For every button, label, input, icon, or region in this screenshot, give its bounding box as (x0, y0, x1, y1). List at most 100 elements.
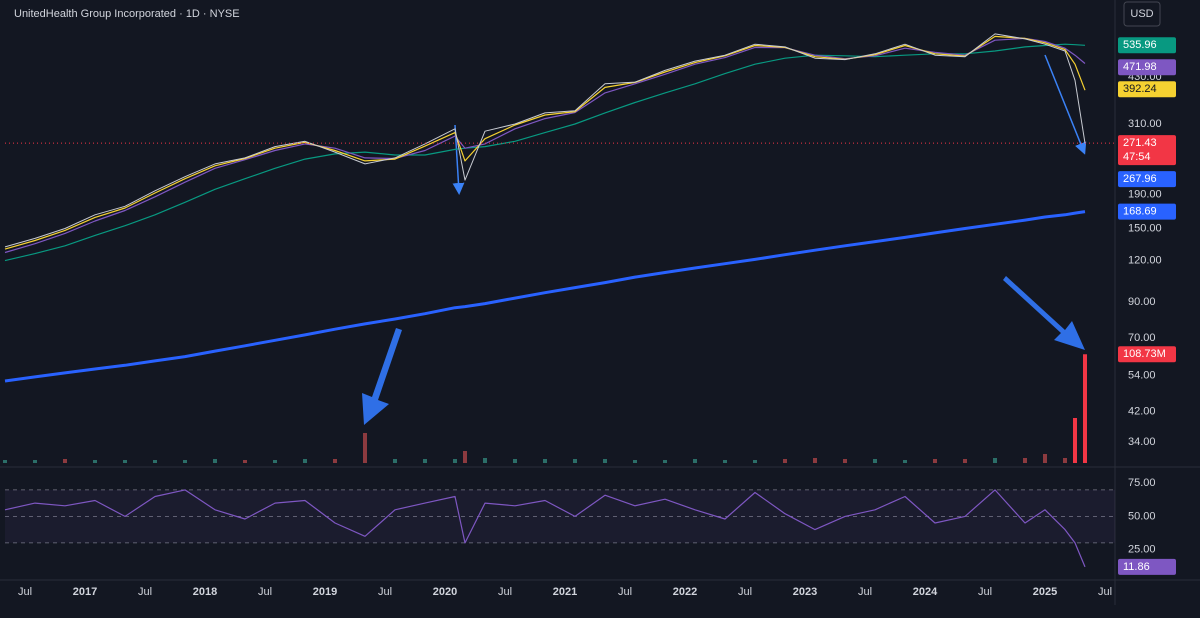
value-box-label: 271.43 (1123, 137, 1157, 149)
x-tick-label: Jul (18, 586, 32, 598)
volume-bar (813, 458, 817, 463)
value-box (1118, 203, 1176, 220)
volume-bar (213, 459, 217, 463)
volume-bar (723, 460, 727, 463)
volume-bar (693, 459, 697, 463)
volume-bar (573, 459, 577, 463)
big-arrow (1003, 276, 1085, 350)
big-arrow (362, 328, 402, 425)
value-box (1118, 346, 1176, 363)
value-box (1118, 135, 1176, 166)
series-line (4, 33, 1086, 248)
y-tick-label: 42.00 (1128, 406, 1156, 418)
x-tick-label: 2023 (793, 586, 817, 598)
volume-bar (933, 459, 937, 463)
value-box (1118, 558, 1176, 575)
x-tick-label: Jul (258, 586, 272, 598)
series-line (4, 37, 1086, 254)
volume-bar (843, 459, 847, 463)
value-box-label: 392.24 (1123, 83, 1157, 95)
y-tick-label: 120.00 (1128, 255, 1162, 267)
x-tick-label: 2021 (553, 586, 577, 598)
volume-bar (153, 460, 157, 463)
volume-bar (1043, 454, 1047, 463)
volume-bar (1063, 458, 1067, 463)
volume-bar (1023, 458, 1027, 463)
x-tick-label: 2020 (433, 586, 457, 598)
volume-bar (273, 460, 277, 463)
y-tick-label: 25.00 (1128, 543, 1156, 555)
x-tick-label: Jul (138, 586, 152, 598)
value-box-label: 267.96 (1123, 173, 1157, 185)
arrow (1044, 54, 1087, 155)
value-box-label: 168.69 (1123, 206, 1157, 218)
series-line (4, 210, 1086, 383)
volume-bar (453, 459, 457, 463)
volume-bar (423, 459, 427, 463)
value-box (1118, 37, 1176, 54)
volume-bar (483, 458, 487, 463)
x-tick-label: Jul (378, 586, 392, 598)
volume-bar (183, 460, 187, 463)
y-tick-label: 54.00 (1128, 369, 1156, 381)
volume-bar (603, 459, 607, 463)
volume-bar (873, 459, 877, 463)
rsi-band (5, 489, 1115, 543)
x-tick-label: Jul (858, 586, 872, 598)
volume-bar (303, 459, 307, 463)
x-tick-label: 2018 (193, 586, 217, 598)
y-tick-label: 75.00 (1128, 477, 1156, 489)
y-tick-label: 70.00 (1128, 332, 1156, 344)
volume-bar (123, 460, 127, 463)
volume-bar (903, 460, 907, 463)
y-tick-label: 50.00 (1128, 510, 1156, 522)
volume-bar (783, 459, 787, 463)
value-box-label: 471.98 (1123, 61, 1157, 73)
y-tick-label: 150.00 (1128, 222, 1162, 234)
volume-bar (753, 460, 757, 463)
volume-bar (393, 459, 397, 463)
x-tick-label: Jul (498, 586, 512, 598)
x-tick-label: 2024 (913, 586, 938, 598)
volume-bar (993, 458, 997, 463)
currency-label[interactable]: USD (1130, 8, 1153, 20)
volume-bar (63, 459, 67, 463)
volume-bar (333, 459, 337, 463)
value-box (1118, 81, 1176, 98)
x-tick-label: 2025 (1033, 586, 1057, 598)
series-line (4, 489, 1086, 568)
volume-bar (1073, 418, 1077, 463)
value-box (1118, 171, 1176, 188)
countdown-label: 47:54 (1123, 151, 1151, 163)
x-tick-label: Jul (1098, 586, 1112, 598)
x-tick-label: Jul (978, 586, 992, 598)
currency-button[interactable] (1123, 1, 1161, 27)
volume-bar (93, 460, 97, 463)
chart-title: UnitedHealth Group Incorporated · 1D · N… (14, 8, 240, 20)
volume-bar (1083, 354, 1087, 463)
value-box-label: 11.86 (1123, 561, 1150, 573)
volume-bar (363, 433, 367, 463)
y-tick-label: 34.00 (1128, 436, 1156, 448)
y-tick-label: 190.00 (1128, 188, 1162, 200)
x-tick-label: Jul (618, 586, 632, 598)
x-tick-label: Jul (738, 586, 752, 598)
volume-bar (513, 459, 517, 463)
volume-bar (3, 460, 7, 463)
volume-bar (663, 460, 667, 463)
volume-bar (963, 459, 967, 463)
volume-bar (633, 460, 637, 463)
y-tick-label: 310.00 (1128, 118, 1162, 130)
value-box (1118, 59, 1176, 76)
value-box-label: 108.73M (1123, 348, 1166, 360)
volume-bar (543, 459, 547, 463)
volume-bar (463, 451, 467, 463)
x-tick-label: 2022 (673, 586, 697, 598)
x-tick-label: 2017 (73, 586, 97, 598)
x-tick-label: 2019 (313, 586, 337, 598)
volume-bar (243, 460, 247, 463)
y-tick-label: 90.00 (1128, 296, 1156, 308)
value-box-label: 535.96 (1123, 39, 1157, 51)
